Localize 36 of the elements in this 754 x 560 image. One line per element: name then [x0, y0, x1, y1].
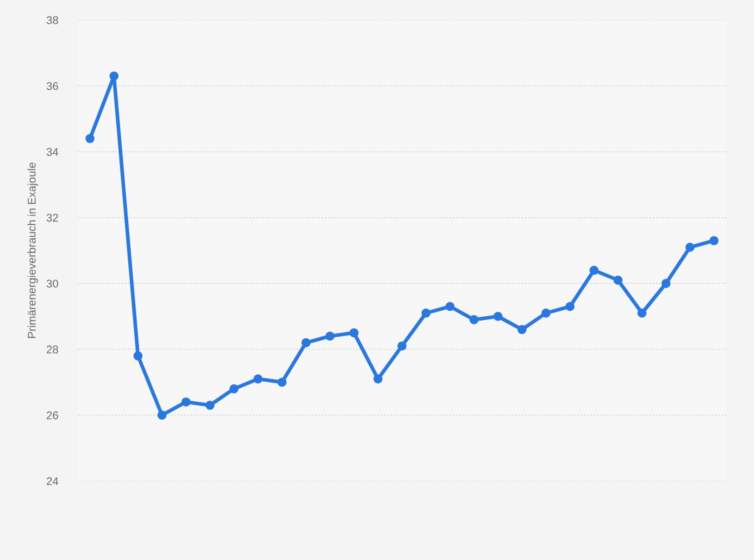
- point: [445, 302, 455, 311]
- point: [565, 302, 575, 311]
- point: [469, 315, 479, 324]
- point: [589, 266, 599, 275]
- y-tick-label: 38: [46, 16, 58, 24]
- y-tick-label: 32: [46, 214, 58, 222]
- y-tick-label: 30: [46, 280, 58, 288]
- point: [661, 278, 671, 288]
- point: [517, 325, 527, 334]
- point: [133, 351, 143, 360]
- point: [229, 384, 239, 394]
- point: [85, 134, 95, 144]
- point: [109, 71, 119, 80]
- point: [709, 236, 719, 246]
- point: [373, 374, 383, 384]
- y-tick-label: 28: [46, 346, 58, 354]
- point: [157, 410, 167, 420]
- y-axis-title: Primärenergieverbrauch in Exajoule: [28, 162, 38, 338]
- point: [349, 328, 359, 338]
- point: [277, 378, 287, 387]
- point: [541, 308, 551, 318]
- y-tick-label: 26: [46, 411, 58, 420]
- point: [325, 332, 335, 341]
- point: [613, 276, 623, 285]
- point: [205, 400, 215, 410]
- y-tick-label: 34: [46, 148, 58, 156]
- point: [637, 308, 647, 318]
- point: [493, 312, 503, 321]
- point: [253, 374, 263, 384]
- point: [421, 308, 431, 318]
- y-tick-label: 36: [46, 82, 58, 90]
- point: [181, 397, 191, 406]
- point: [301, 338, 311, 348]
- point: [397, 341, 407, 351]
- y-tick-label: 24: [46, 477, 58, 486]
- point: [685, 242, 695, 252]
